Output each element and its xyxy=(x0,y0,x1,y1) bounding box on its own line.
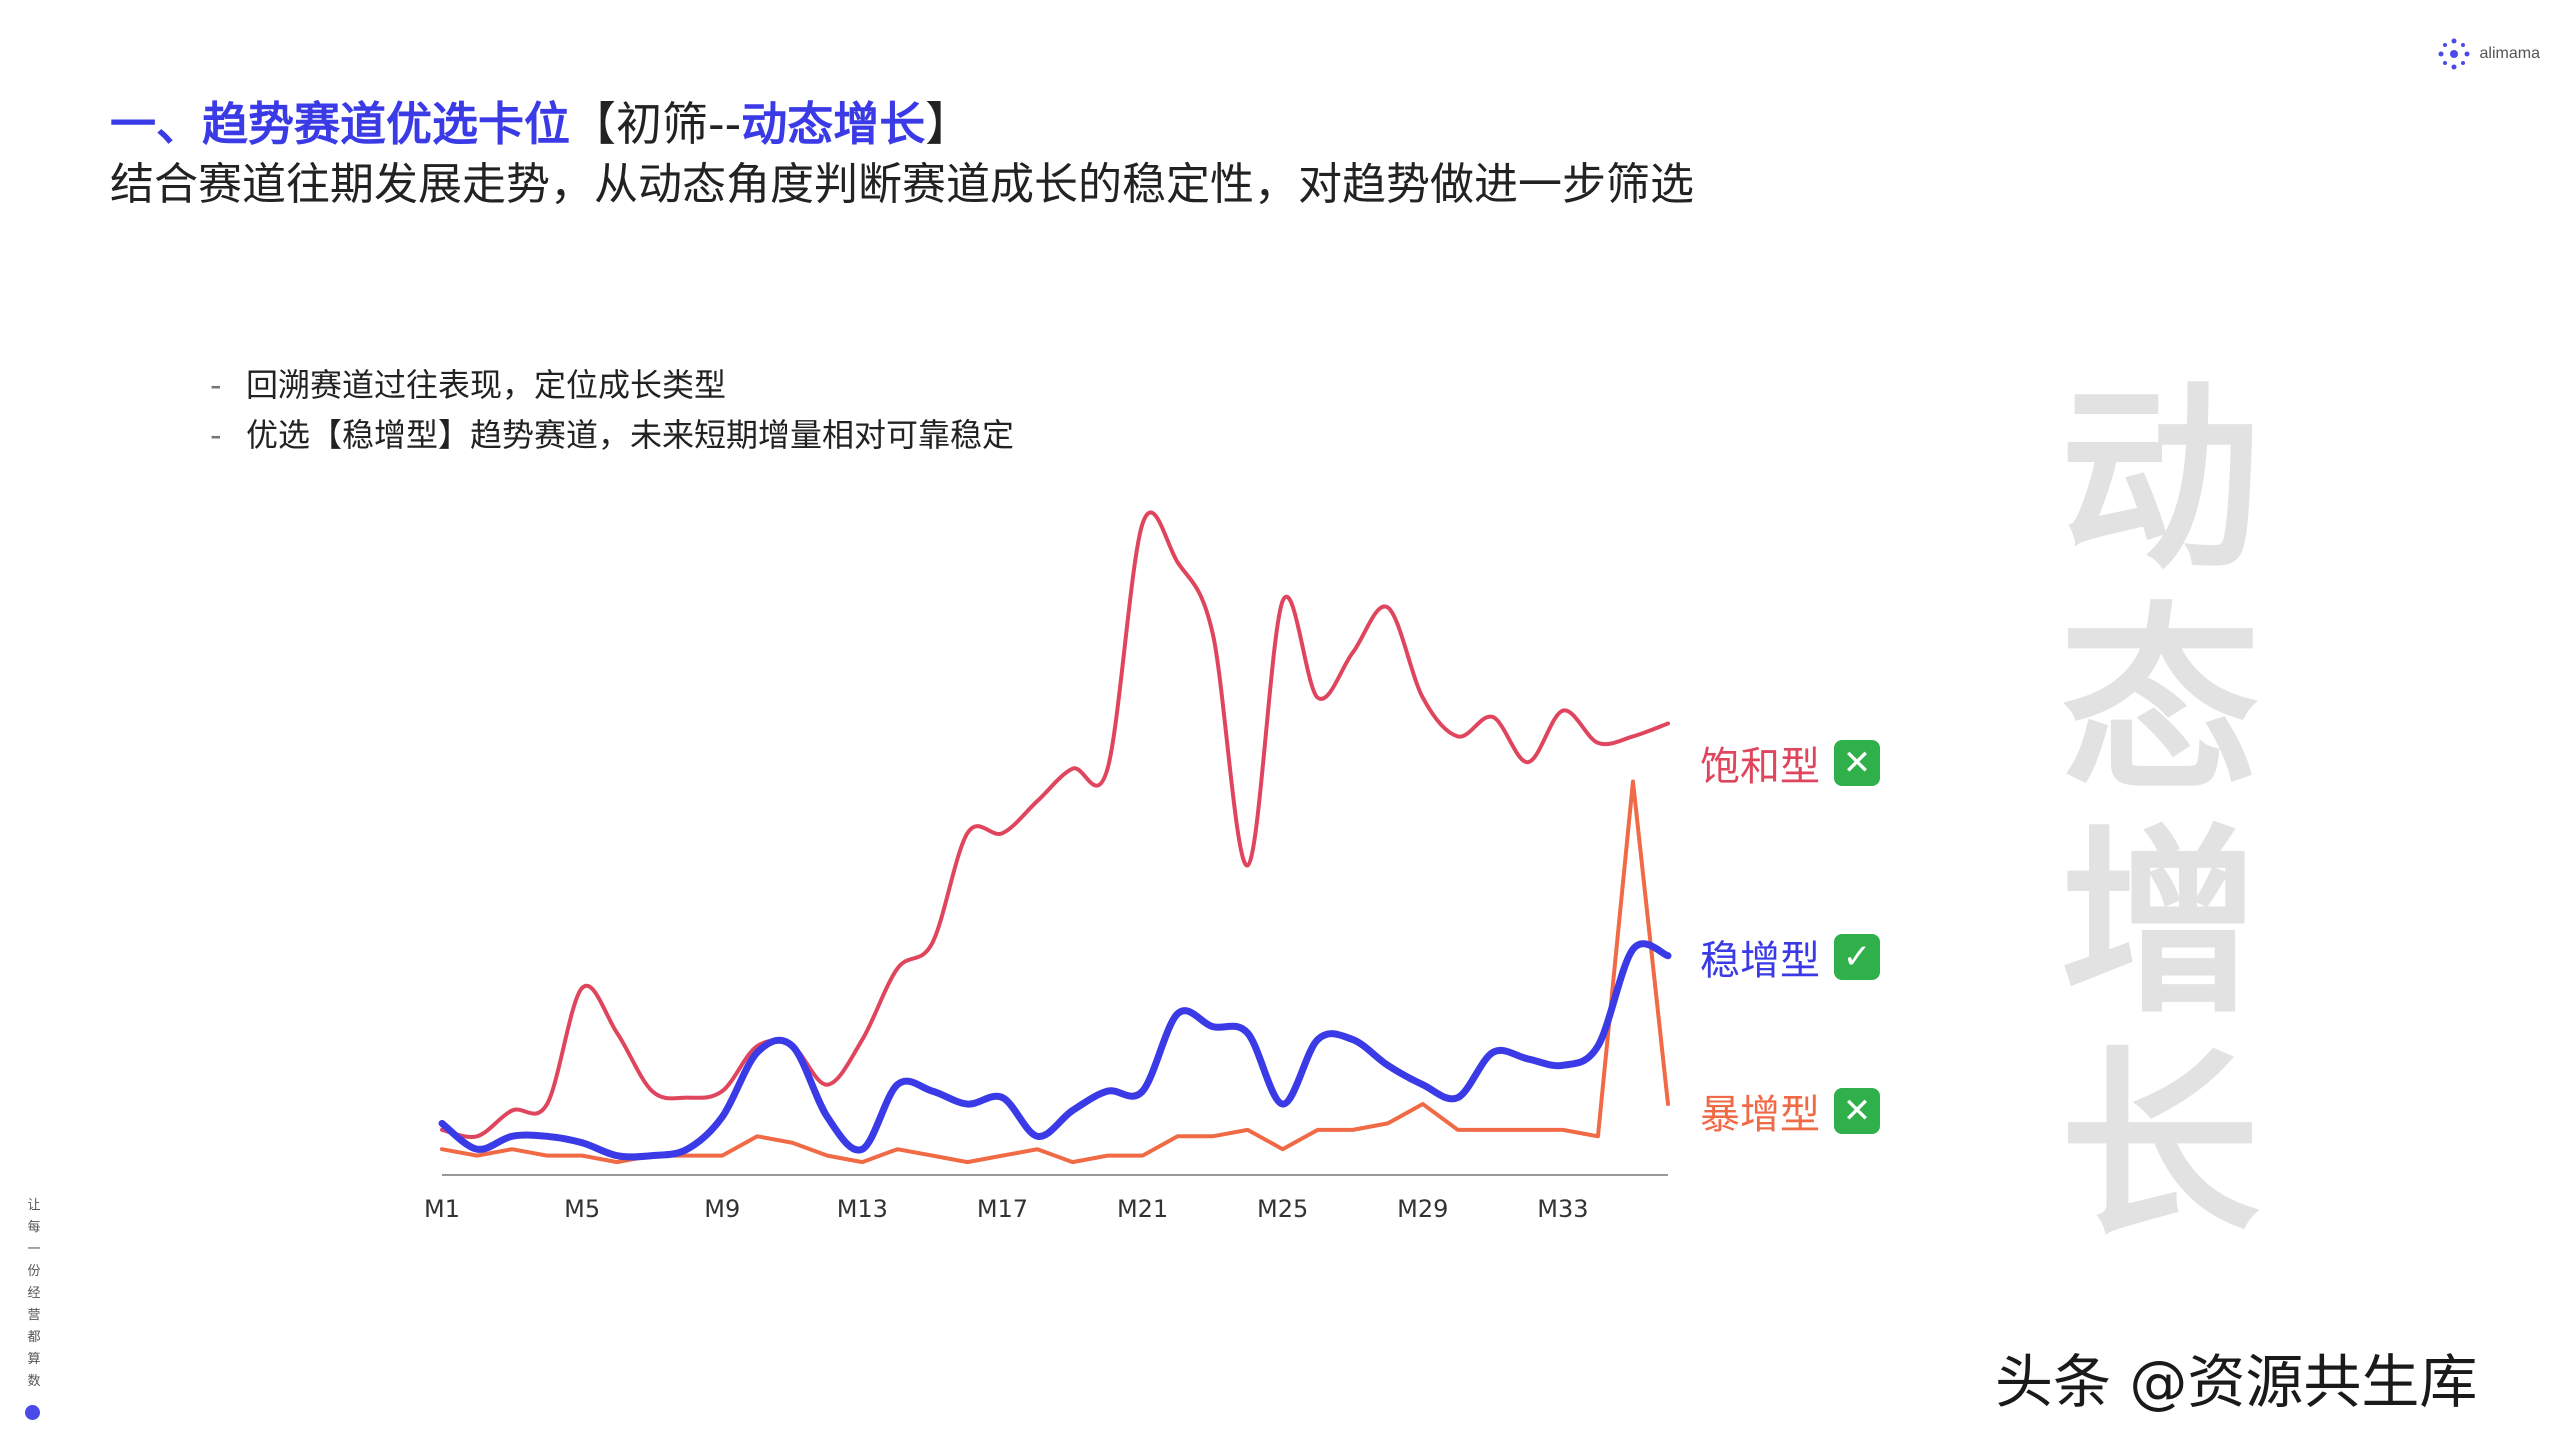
bullet-dash: - xyxy=(210,366,222,404)
series-line-saturated xyxy=(440,510,1670,1139)
slogan-char: 一 xyxy=(27,1242,41,1257)
page-title: 一、趋势赛道优选卡位【初筛--动态增长】 xyxy=(110,88,971,154)
series-name: 饱和型 xyxy=(1700,744,1820,790)
slogan-char: 都 xyxy=(27,1330,41,1345)
check-mark-icon: ✓ xyxy=(1834,934,1880,980)
page-indicator-dot xyxy=(25,1405,40,1420)
x-tick-label: M25 xyxy=(1257,1195,1308,1223)
x-tick-label: M33 xyxy=(1537,1195,1588,1223)
big-char: 长 xyxy=(2060,1030,2261,1263)
slogan-char: 数 xyxy=(27,1374,41,1389)
big-char: 动 xyxy=(2060,364,2261,597)
slogan-char: 经 xyxy=(27,1286,41,1301)
side-big-text: 动 态 增 长 xyxy=(2060,370,2260,1258)
slogan-char: 算 xyxy=(27,1352,41,1367)
bullet-item: - 回溯赛道过往表现，定位成长类型 xyxy=(210,360,1014,410)
title-main: 一、趋势赛道优选卡位 xyxy=(110,97,570,151)
x-tick-label: M1 xyxy=(424,1195,460,1223)
x-tick-label: M9 xyxy=(704,1195,740,1223)
page-subtitle: 结合赛道往期发展走势，从动态角度判断赛道成长的稳定性，对趋势做进一步筛选 xyxy=(110,159,1694,210)
slogan-char: 营 xyxy=(27,1308,41,1323)
title-bracket-open: 【初筛-- xyxy=(570,97,742,151)
x-tick-label: M5 xyxy=(564,1195,600,1223)
bullet-text: 优选【稳增型】趋势赛道，未来短期增量相对可靠稳定 xyxy=(246,416,1015,454)
bullet-text: 回溯赛道过往表现，定位成长类型 xyxy=(246,366,727,404)
brand-name: alimama xyxy=(2479,45,2540,62)
series-name: 稳增型 xyxy=(1700,938,1820,984)
x-tick-label: M17 xyxy=(977,1195,1028,1223)
bullet-list: - 回溯赛道过往表现，定位成长类型 - 优选【稳增型】趋势赛道，未来短期增量相对可靠… xyxy=(210,360,1014,460)
brand-logo: alimama xyxy=(2434,34,2540,74)
bullet-item: - 优选【稳增型】趋势赛道，未来短期增量相对可靠稳定 xyxy=(210,410,1014,460)
big-char: 增 xyxy=(2060,808,2261,1041)
series-line-steady xyxy=(438,940,1672,1161)
series-line-surge xyxy=(440,779,1670,1165)
side-slogan: 让 每 一 份 经 营 都 算 数 xyxy=(24,1195,44,1393)
series-label-saturated: 饱和型 ✕ xyxy=(1700,734,1880,792)
series-label-steady: 稳增型 ✓ xyxy=(1700,928,1880,986)
x-tick-label: M21 xyxy=(1117,1195,1168,1223)
bullet-dash: - xyxy=(210,416,222,454)
series-name: 暴增型 xyxy=(1700,1092,1820,1138)
title-bracket-close: 】 xyxy=(925,97,972,151)
x-tick-label: M13 xyxy=(837,1195,888,1223)
slogan-char: 每 xyxy=(27,1220,41,1235)
series-label-surge: 暴增型 ✕ xyxy=(1700,1082,1880,1140)
title-highlight: 动态增长 xyxy=(741,97,926,151)
x-tick-label: M29 xyxy=(1397,1195,1448,1223)
cross-mark-icon: ✕ xyxy=(1834,1088,1880,1134)
slogan-char: 让 xyxy=(27,1198,41,1213)
slogan-char: 份 xyxy=(27,1264,41,1279)
watermark: 头条 @资源共生库 xyxy=(1995,1348,2478,1416)
alimama-logo-icon xyxy=(2438,38,2470,70)
cross-mark-icon: ✕ xyxy=(1834,740,1880,786)
big-char: 态 xyxy=(2060,586,2261,819)
